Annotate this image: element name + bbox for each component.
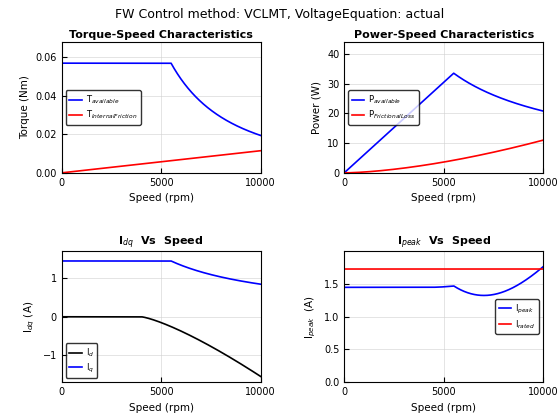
X-axis label: Speed (rpm): Speed (rpm) xyxy=(129,403,194,412)
Legend: I$_d$, I$_q$: I$_d$, I$_q$ xyxy=(66,343,97,378)
X-axis label: Speed (rpm): Speed (rpm) xyxy=(129,193,194,203)
Y-axis label: I$_{peak}$  (A): I$_{peak}$ (A) xyxy=(304,295,319,339)
Title: Torque-Speed Characteristics: Torque-Speed Characteristics xyxy=(69,30,253,40)
Legend: T$_{available}$, T$_{InternalFriction}$: T$_{available}$, T$_{InternalFriction}$ xyxy=(66,90,141,124)
Y-axis label: Power (W): Power (W) xyxy=(311,81,321,134)
Y-axis label: Torque (Nm): Torque (Nm) xyxy=(20,76,30,139)
X-axis label: Speed (rpm): Speed (rpm) xyxy=(411,193,476,203)
Legend: I$_{peak}$, I$_{rated}$: I$_{peak}$, I$_{rated}$ xyxy=(496,299,539,334)
X-axis label: Speed (rpm): Speed (rpm) xyxy=(411,403,476,412)
Legend: P$_{available}$, P$_{FrictionalLoss}$: P$_{available}$, P$_{FrictionalLoss}$ xyxy=(348,90,419,124)
Y-axis label: I$_{dq}$ (A): I$_{dq}$ (A) xyxy=(22,301,37,333)
Title: Power-Speed Characteristics: Power-Speed Characteristics xyxy=(353,30,534,40)
Text: FW Control method: VCLMT, VoltageEquation: actual: FW Control method: VCLMT, VoltageEquatio… xyxy=(115,8,445,21)
Title: I$_{dq}$  Vs  Speed: I$_{dq}$ Vs Speed xyxy=(119,235,204,251)
Title: I$_{peak}$  Vs  Speed: I$_{peak}$ Vs Speed xyxy=(396,235,491,251)
